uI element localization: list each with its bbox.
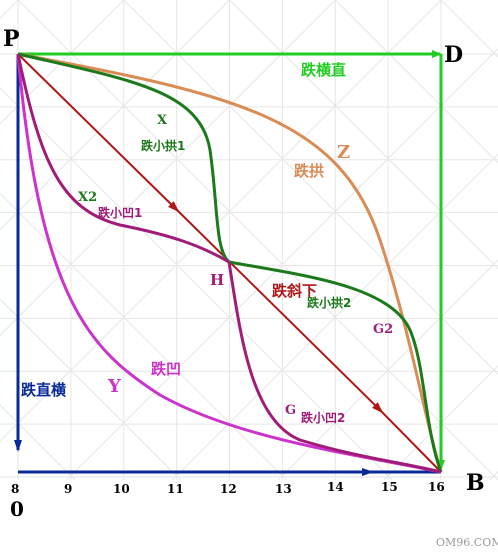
grid-line-diagonal xyxy=(334,0,498,164)
label-concave: 跌凹 xyxy=(151,360,181,378)
label-small-concave-1: 跌小凹1 xyxy=(98,205,142,220)
path-small-arch-2-curve xyxy=(228,260,443,473)
grid-line-diagonal xyxy=(66,48,498,481)
grid-line-diagonal xyxy=(0,0,442,442)
path-small-concave-1-curve xyxy=(16,53,230,264)
tick-label: 13 xyxy=(275,482,292,496)
tick-label: 10 xyxy=(113,482,130,496)
path-small-arch-1-curve xyxy=(17,52,231,264)
tick-label: 14 xyxy=(327,480,344,494)
point-label-h: H xyxy=(210,271,224,289)
grid-line-diagonal xyxy=(277,259,498,481)
grid-line-diagonal xyxy=(229,0,498,270)
tick-label: 11 xyxy=(167,482,184,496)
grid-line-diagonal xyxy=(0,0,336,336)
label-small-arch-1-letter: X xyxy=(157,113,168,128)
tick-label: 12 xyxy=(220,482,237,496)
grid-line-diagonal xyxy=(123,0,498,375)
grid-line-diagonal xyxy=(0,87,393,481)
tick-label: 8 xyxy=(11,482,19,496)
path-concave-curve xyxy=(16,53,442,474)
grid-line-diagonal xyxy=(0,298,182,481)
label-small-concave-2-letter: G xyxy=(285,403,296,418)
path-small-concave-2-curve xyxy=(227,261,442,474)
tick-label: 16 xyxy=(428,480,445,494)
path-diagonal-lower xyxy=(379,409,442,473)
path-diagonal-mid xyxy=(175,208,384,414)
tick-label: 15 xyxy=(381,480,398,494)
corner-label-p: P xyxy=(3,26,20,52)
grid-line-diagonal xyxy=(489,471,498,481)
tick-label: 9 xyxy=(64,482,72,496)
label-arch: 跌拱 xyxy=(294,162,324,180)
x-axis-ticks: 8 9 10 11 12 13 14 15 16 xyxy=(11,480,445,496)
path-arch-curve xyxy=(17,52,443,473)
label-small-concave-1-letter: X2 xyxy=(78,190,97,205)
grid-line-diagonal xyxy=(17,0,498,481)
grid-line-diagonal xyxy=(172,153,498,481)
label-small-concave-2: 跌小凹2 xyxy=(301,410,345,425)
label-horizontal-then-down: 跌横直 xyxy=(301,61,346,79)
label-arch-letter: Z xyxy=(337,142,350,163)
label-small-arch-1: 跌小拱1 xyxy=(141,138,185,153)
corner-label-origin: 0 xyxy=(10,497,24,521)
grid-line-diagonal xyxy=(383,365,498,481)
path-diagonal-upper xyxy=(17,53,180,213)
grid-line-diagonal xyxy=(0,192,287,481)
corner-label-d: D xyxy=(444,42,463,68)
watermark-text: OM96.COM xyxy=(436,536,498,549)
label-down-then-horizontal: 跌直横 xyxy=(21,381,67,399)
label-small-arch-2: 跌小拱2 xyxy=(307,295,351,310)
corner-label-b: B xyxy=(466,470,485,496)
label-small-arch-2-letter: G2 xyxy=(373,322,393,337)
label-concave-letter: Y xyxy=(107,376,122,397)
label-diagonal: 跌斜下 xyxy=(272,282,317,300)
